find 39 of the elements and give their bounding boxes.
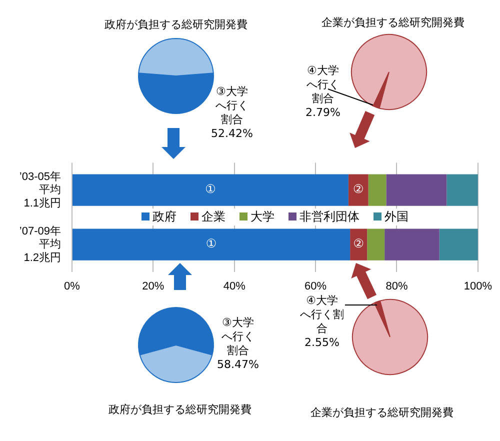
x-tick-label: 60% — [304, 280, 327, 292]
text: 企業が負担する総研究開発費 — [310, 405, 454, 420]
data-label: 52.42% — [211, 127, 253, 140]
bar — [348, 174, 368, 206]
bar — [446, 174, 478, 206]
x-tick-label: 100% — [464, 280, 492, 292]
bar — [350, 228, 368, 260]
data-label: ① — [206, 236, 217, 251]
x-tick-label: 80% — [386, 280, 408, 292]
data-label: 2.79% — [306, 106, 340, 119]
data-label: 2.55% — [304, 336, 340, 349]
legend-label: 政府 — [151, 208, 176, 226]
legend-label: 非営利団体 — [298, 208, 360, 226]
bar — [386, 174, 447, 206]
bar — [72, 228, 350, 260]
y-tick-label: ’07-09年平均1.2兆円 — [19, 225, 61, 264]
x-tick-label: 0% — [64, 280, 80, 292]
bar — [439, 228, 478, 260]
bar — [384, 228, 440, 260]
bar — [72, 174, 348, 206]
slice-label: ③大学へ行く割合 — [221, 316, 254, 357]
bar — [368, 174, 386, 206]
data-label: ① — [205, 182, 216, 196]
data-label: ② — [353, 182, 364, 196]
legend-label: 大学 — [249, 208, 274, 226]
bar — [367, 228, 385, 260]
text: 政府が負担する総研究開発費 — [108, 402, 252, 417]
y-tick-label: ’03-05年平均1.1兆円 — [19, 170, 61, 210]
x-tick-label: 20% — [142, 280, 164, 292]
data-label: ② — [353, 236, 364, 251]
legend-label: 外国 — [383, 208, 408, 226]
chart-title: 政府が負担する総研究開発費 — [104, 17, 248, 32]
data-label: 58.47% — [217, 358, 259, 371]
x-tick-label: 40% — [223, 280, 246, 292]
slice-label: ③大学へ行く割合 — [215, 85, 248, 126]
slice-label: ④大学へ行く割合 — [306, 64, 340, 105]
chart-title: 企業が負担する総研究開発費 — [322, 15, 464, 30]
slice-label: ④大学へ行く割合 — [300, 294, 344, 335]
legend-label: 企業 — [200, 208, 226, 226]
